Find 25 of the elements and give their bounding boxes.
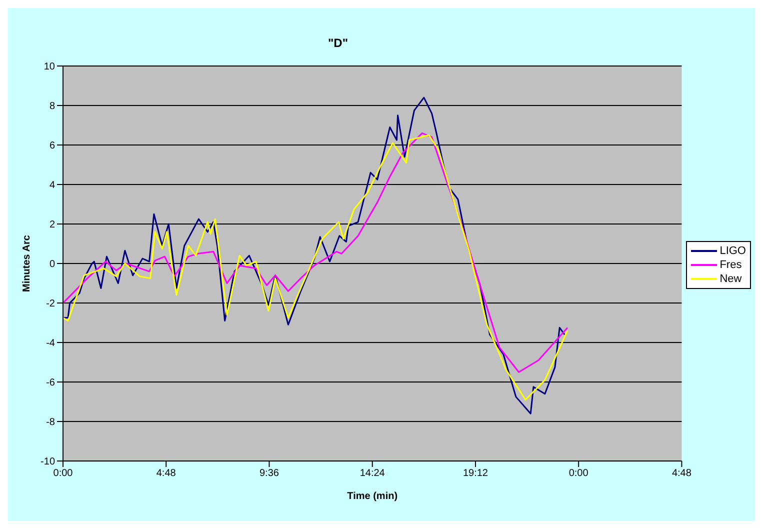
x-axis-title: Time (min) bbox=[347, 491, 398, 502]
x-tick-label: 14:24 bbox=[360, 468, 386, 480]
y-tick-label: 8 bbox=[49, 101, 56, 112]
x-tick-label: 0:00 bbox=[568, 468, 589, 480]
y-tick-label: 6 bbox=[49, 140, 56, 152]
y-tick-label: 0 bbox=[49, 259, 56, 270]
y-tick-label: -6 bbox=[46, 378, 56, 389]
line-series bbox=[63, 96, 566, 414]
x-tick-label: 9:36 bbox=[260, 468, 280, 480]
legend-label: Fres bbox=[720, 258, 742, 272]
legend-label: New bbox=[720, 272, 742, 286]
y-axis-title: Minutes Arc bbox=[22, 234, 33, 292]
chart-title: "D" bbox=[326, 36, 350, 50]
x-tick-label: 4:48 bbox=[156, 468, 176, 480]
y-tick-label: -4 bbox=[46, 338, 56, 350]
y-tick-label: -2 bbox=[46, 298, 56, 310]
y-tick-label: -10 bbox=[40, 456, 56, 468]
y-tick-label: 10 bbox=[44, 62, 56, 73]
x-tick-label: 0:00 bbox=[53, 468, 74, 480]
legend-label: LIGO bbox=[720, 244, 746, 258]
x-tick-label: 4:48 bbox=[672, 468, 692, 480]
x-tick-label: 19:12 bbox=[462, 468, 488, 480]
y-tick-label: -8 bbox=[46, 417, 56, 428]
y-tick-label: 4 bbox=[49, 180, 56, 192]
y-tick-label: 2 bbox=[49, 220, 56, 231]
